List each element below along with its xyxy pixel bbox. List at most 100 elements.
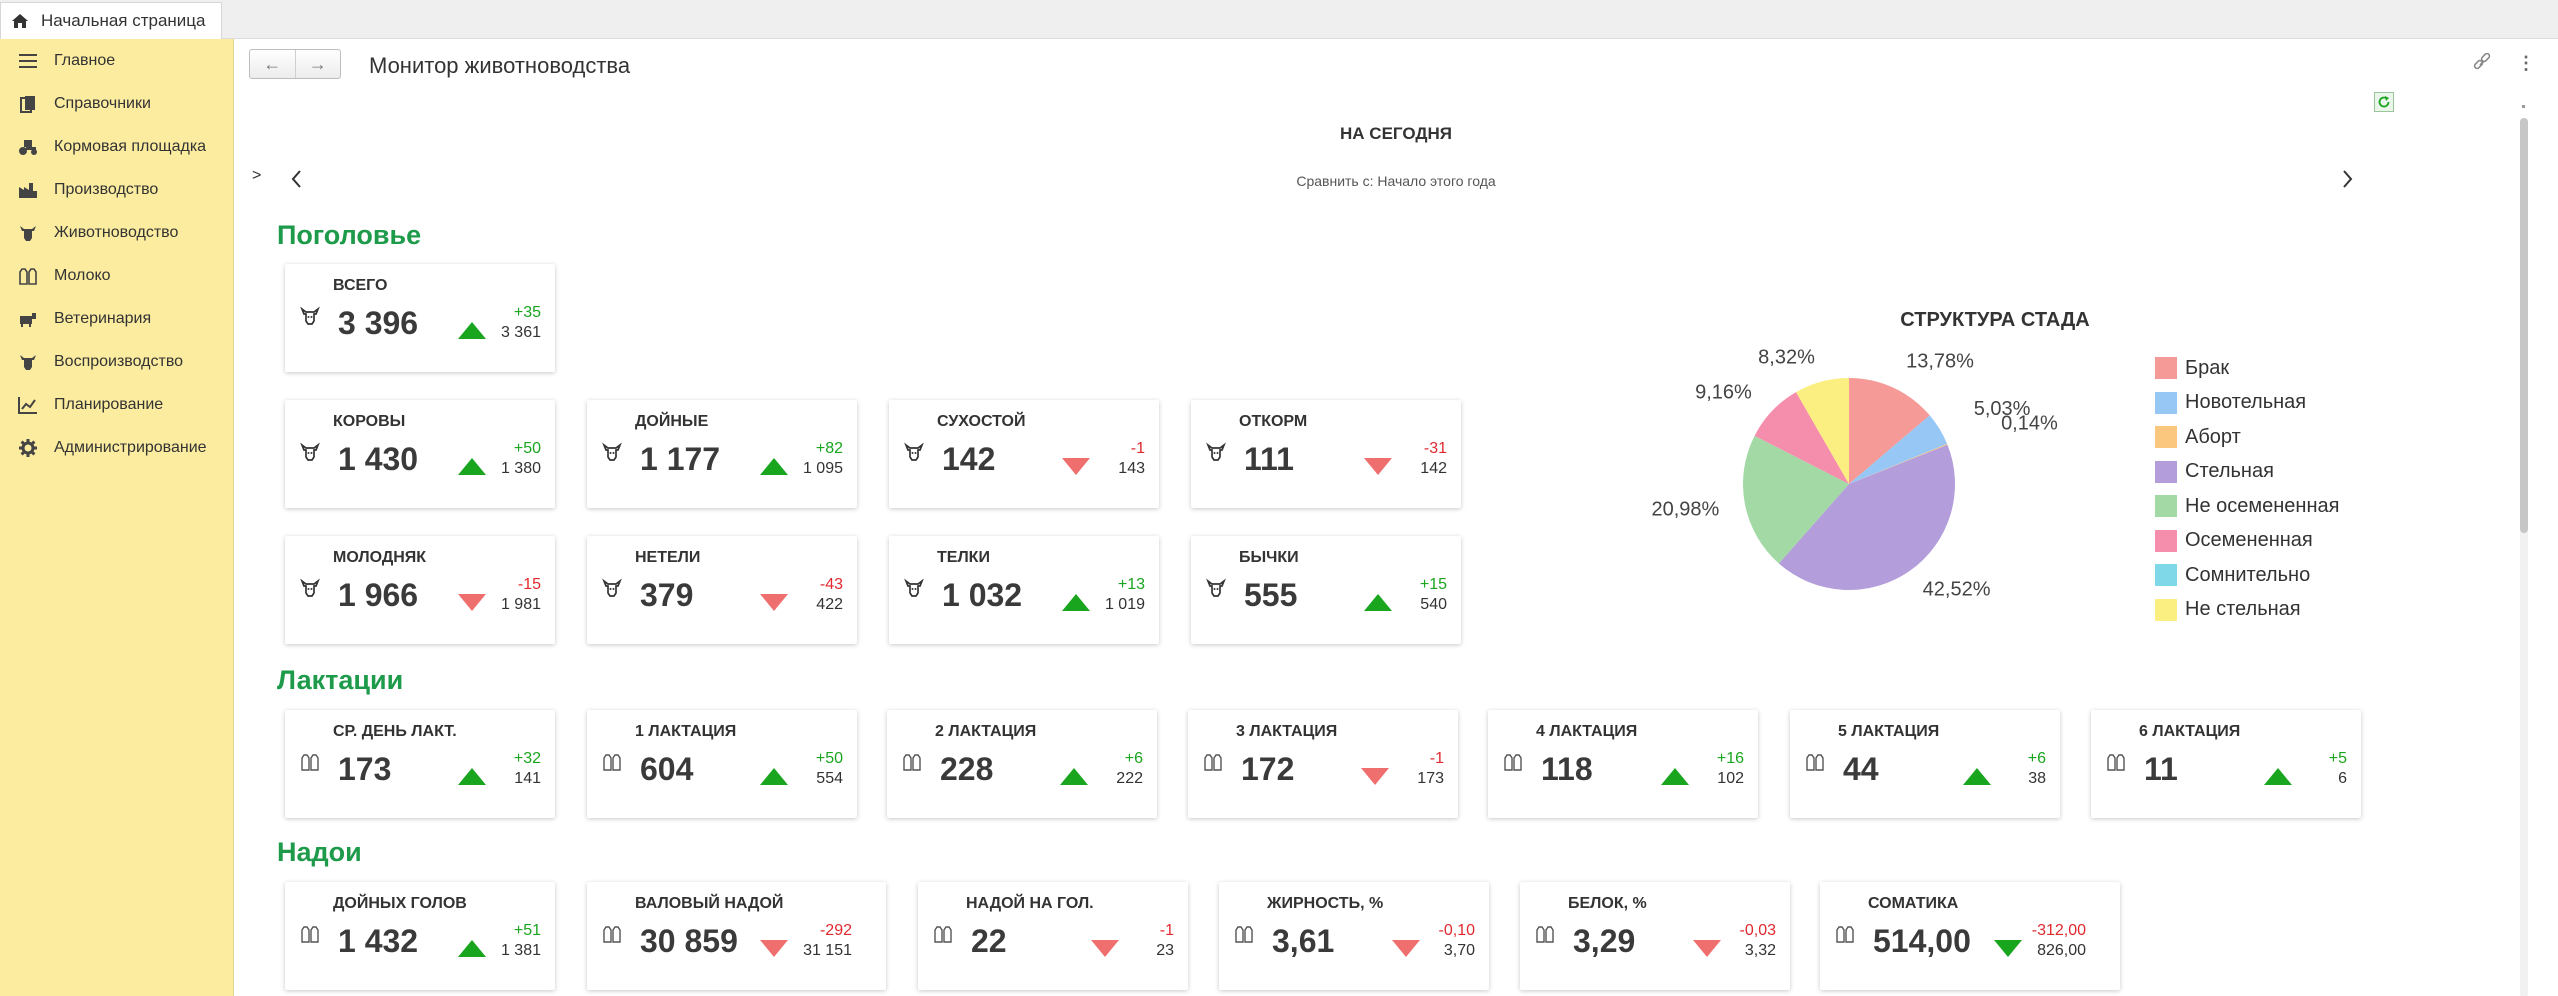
kpi-previous: 142 [1420,460,1447,477]
kpi-card-total[interactable]: ВСЕГО 3 396 +35 3 361 [285,264,555,372]
kpi-card-heifers[interactable]: НЕТЕЛИ 379 -43 422 [587,536,857,644]
sidebar-item-admin[interactable]: Администрирование [0,426,233,469]
legend-item[interactable]: Не стельная [2155,593,2339,628]
sidebar-item-planning[interactable]: Планирование [0,383,233,426]
pie-slice-0[interactable] [1849,378,1930,484]
legend-label: Аборт [2185,425,2241,448]
kpi-previous: 38 [2028,770,2046,787]
kpi-card-somatic[interactable]: СОМАТИКА 514,00 -312,00 826,00 [1820,882,2120,990]
kpi-previous: 1 380 [500,460,541,477]
kpi-card-perhead[interactable]: НАДОЙ НА ГОЛ. 22 -1 23 [918,882,1188,990]
pie-slice-2[interactable] [1849,443,1948,484]
milk-icon [902,752,924,774]
next-period-arrow[interactable] [2342,169,2354,194]
period-title: НА СЕГОДНЯ [1340,124,1452,143]
legend-swatch [2155,564,2177,587]
legend-item[interactable]: Стельная [2155,455,2339,490]
kpi-title: 3 ЛАКТАЦИЯ [1236,723,1338,740]
kpi-card-protein[interactable]: БЕЛОК, % 3,29 -0,03 3,32 [1520,882,1790,990]
legend-swatch [2155,357,2177,380]
home-tab[interactable]: Начальная страница [0,2,222,39]
more-menu-icon[interactable]: ⋮ [2517,53,2535,73]
trend-down-icon [1693,940,1721,957]
kpi-card-milking[interactable]: ДОЙНЫЕ 1 177 +82 1 095 [587,400,857,508]
milk-icon [1203,752,1225,774]
kpi-card-l4[interactable]: 4 ЛАКТАЦИЯ 118 +16 102 [1488,710,1758,818]
kpi-card-milkheads[interactable]: ДОЙНЫХ ГОЛОВ 1 432 +51 1 381 [285,882,555,990]
kpi-delta: -1 [1130,440,1145,457]
kpi-card-avgday[interactable]: СР. ДЕНЬ ЛАКТ. 173 +32 141 [285,710,555,818]
scrollbar[interactable] [2520,118,2528,996]
kpi-previous: 141 [514,770,541,787]
pie-slice-4[interactable] [1743,435,1849,564]
expand-panel-toggle[interactable]: > [252,167,262,184]
history-nav: ← → [249,49,341,79]
kpi-value: 514,00 [1873,923,1971,959]
chevron-right-icon [2343,170,2353,188]
kpi-delta: -1 [1429,750,1444,767]
legend-item[interactable]: Осемененная [2155,524,2339,559]
kpi-title: КОРОВЫ [333,413,406,430]
legend-item[interactable]: Новотельная [2155,386,2339,421]
kpi-value: 1 430 [338,441,419,477]
pie-label-1: 5,03% [1974,398,2031,420]
sidebar-item-main[interactable]: Главное [0,39,233,82]
legend-item[interactable]: Не осемененная [2155,489,2339,524]
sidebar-item-veterinary[interactable]: Ветеринария [0,297,233,340]
kpi-card-l1[interactable]: 1 ЛАКТАЦИЯ 604 +50 554 [587,710,857,818]
pie-slice-7[interactable] [1796,378,1849,484]
kpi-previous: 173 [1417,770,1444,787]
kpi-title: ТЕЛКИ [937,549,990,566]
kpi-title: ОТКОРМ [1239,413,1308,430]
kpi-value: 173 [338,751,392,787]
kpi-card-cows[interactable]: КОРОВЫ 1 430 +50 1 380 [285,400,555,508]
kpi-card-calves[interactable]: ТЕЛКИ 1 032 +13 1 019 [889,536,1159,644]
trend-up-icon [1062,594,1090,611]
menu-icon [18,51,38,71]
kpi-card-l2[interactable]: 2 ЛАКТАЦИЯ 228 +6 222 [887,710,1157,818]
legend-swatch [2155,529,2177,552]
kpi-card-dry[interactable]: СУХОСТОЙ 142 -1 143 [889,400,1159,508]
trend-down-icon [1062,458,1090,475]
legend-item[interactable]: Сомнительно [2155,558,2339,593]
sidebar-item-feed[interactable]: Кормовая площадка [0,125,233,168]
kpi-value: 555 [1244,577,1298,613]
kpi-value: 142 [942,441,996,477]
sidebar-item-label: Главное [54,51,116,69]
legend-item[interactable]: Брак [2155,351,2339,386]
kpi-card-young[interactable]: МОЛОДНЯК 1 966 -15 1 981 [285,536,555,644]
scrollbar-thumb[interactable] [2520,118,2528,533]
kpi-delta: +5 [2328,750,2347,767]
kpi-delta: +35 [513,304,541,321]
kpi-card-l5[interactable]: 5 ЛАКТАЦИЯ 44 +6 38 [1790,710,2060,818]
kpi-card-bulls[interactable]: БЫЧКИ 555 +15 540 [1191,536,1461,644]
pie-slice-1[interactable] [1849,415,1948,484]
pie-slice-3[interactable] [1778,444,1955,590]
refresh-button[interactable] [2374,92,2394,112]
kpi-card-gross[interactable]: ВАЛОВЫЙ НАДОЙ 30 859 -292 31 151 [587,882,886,990]
sidebar-item-references[interactable]: Справочники [0,82,233,125]
compare-with-label[interactable]: Сравнить с: Начало этого года [1296,173,1496,189]
trend-up-icon [458,322,486,339]
sidebar-item-reproduction[interactable]: Воспроизводство [0,340,233,383]
sidebar-item-production[interactable]: Производство [0,168,233,211]
kpi-delta: +6 [2027,750,2046,767]
back-button[interactable]: ← [250,50,295,78]
legend-item[interactable]: Аборт [2155,420,2339,455]
kpi-card-l6[interactable]: 6 ЛАКТАЦИЯ 11 +5 6 [2091,710,2361,818]
prev-period-arrow[interactable] [290,169,302,194]
kpi-title: БЕЛОК, % [1568,895,1647,912]
link-icon[interactable] [2472,52,2492,78]
kpi-previous: 3,32 [1744,942,1776,959]
sidebar-item-milk[interactable]: Молоко [0,254,233,297]
cow-icon [1206,578,1228,600]
forward-button[interactable]: → [294,50,341,78]
sidebar-item-livestock[interactable]: Животноводство [0,211,233,254]
kpi-card-fattening[interactable]: ОТКОРМ 111 -31 142 [1191,400,1461,508]
pie-label-4: 20,98% [1651,499,1719,521]
kpi-card-fat[interactable]: ЖИРНОСТЬ, % 3,61 -0,10 3,70 [1219,882,1489,990]
kpi-card-l3[interactable]: 3 ЛАКТАЦИЯ 172 -1 173 [1188,710,1458,818]
kpi-previous: 1 019 [1104,596,1145,613]
herd-structure-pie: 13,78% 5,03%0,14% 42,52% 20,98% 9,16% 8,32% [1651,346,2058,600]
pie-slice-5[interactable] [1754,392,1849,484]
